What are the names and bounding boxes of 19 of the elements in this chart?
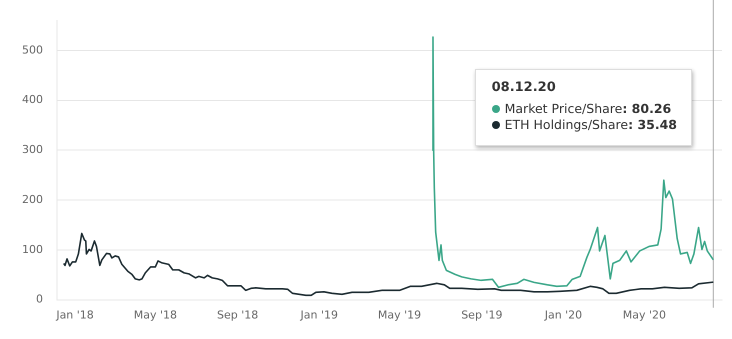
y-tick-label: 100 <box>22 242 43 256</box>
y-tick-label: 0 <box>36 292 43 306</box>
y-tick-label: 200 <box>22 192 43 206</box>
x-tick-label: Jan '18 <box>55 308 94 322</box>
x-tick-label: Sep '19 <box>461 308 502 322</box>
annotation: : 80.26 <box>622 100 672 116</box>
legend-title: 08.12.20 <box>492 80 557 95</box>
annotation: : 35.48 <box>628 116 677 132</box>
y-tick-label: 500 <box>22 43 43 56</box>
x-tick-label: Sep '18 <box>217 308 258 322</box>
x-tick-label: Jan '19 <box>300 308 338 322</box>
x-tick-label: May '20 <box>622 308 666 322</box>
x-tick-label: Jan '20 <box>544 308 582 322</box>
x-tick-label: May '18 <box>134 308 177 322</box>
y-tick-label: 300 <box>22 143 43 156</box>
x-tick-label: May '19 <box>378 308 422 322</box>
legend-label: ETH Holdings/Share <box>504 116 628 132</box>
legend-label: Market Price/Share <box>504 100 622 116</box>
y-tick-label: 400 <box>22 93 43 106</box>
